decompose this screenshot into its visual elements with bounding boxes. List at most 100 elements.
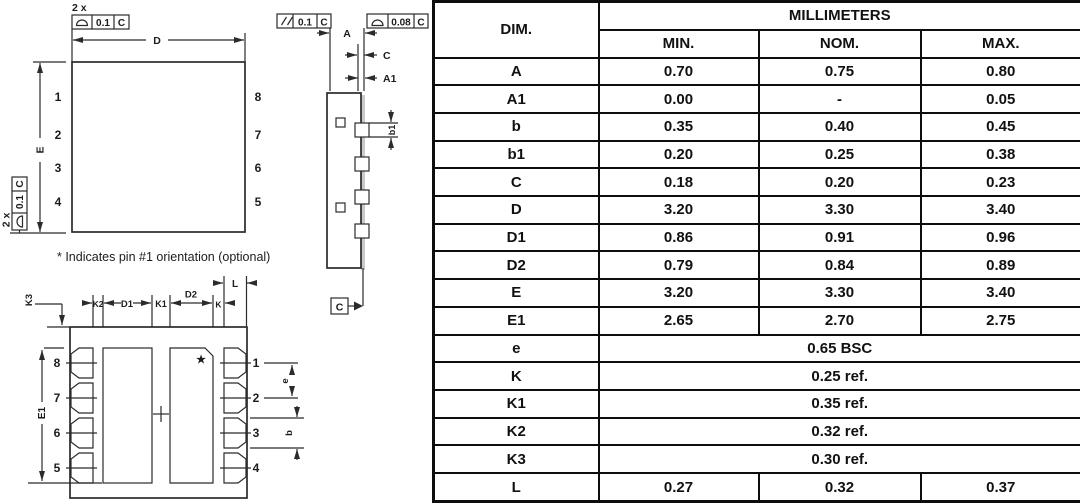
max-cell: 3.40 [919, 195, 1080, 225]
dim-e-label: E [35, 146, 47, 153]
nom-cell: 3.30 [757, 195, 922, 225]
dim-b-label: b [284, 430, 295, 436]
min-cell: 0.86 [597, 222, 760, 253]
table-row: K1 0.35 ref. [432, 388, 1080, 419]
pin-label: 8 [54, 356, 61, 370]
max-cell: 0.05 [919, 84, 1080, 114]
fcf-datum: C [15, 180, 26, 187]
max-cell: 0.38 [919, 139, 1080, 170]
max-cell: 0.23 [919, 167, 1080, 198]
table-header-row: DIM. MILLIMETERS [432, 0, 1080, 59]
max-header-cell: MAX. [919, 28, 1080, 59]
min-cell: 2.65 [597, 305, 760, 336]
table-row: A1 0.00-0.05 [432, 84, 1080, 114]
dim-E1: E1 [28, 347, 102, 484]
pin-label: 2 [253, 391, 260, 405]
pin-label: 4 [253, 461, 260, 475]
pin-label: 6 [255, 161, 262, 175]
max-cell: 3.40 [919, 278, 1080, 308]
fcf-profile-top: 0.1 C [71, 14, 130, 30]
fcf-tolerance: 0.1 [15, 195, 26, 209]
dim-e1-label: E1 [37, 406, 48, 419]
dim-cell: D [432, 195, 600, 225]
nom-cell: 0.40 [757, 111, 922, 142]
dim-l-label: L [232, 279, 238, 290]
min-cell: 0.79 [597, 250, 760, 281]
dim-D: D [71, 29, 246, 62]
dim-cell: C [432, 167, 600, 198]
pin-numbers-top-view: 1 2 3 4 8 7 6 5 [55, 90, 262, 209]
dim-cell: E [432, 278, 600, 308]
package-drawing-canvas: 2 x 0.1 C D E C 0.1 [1, 2, 429, 499]
terminal-pads [66, 347, 251, 484]
dim-cell: b [432, 111, 600, 142]
dim-b1-label: b1 [387, 125, 397, 136]
nom-cell: 0.91 [757, 222, 922, 253]
nom-cell: 0.75 [757, 56, 922, 87]
package-body-bottom [69, 326, 248, 499]
table-row: K3 0.30 ref. [432, 444, 1080, 475]
pin1-note: * Indicates pin #1 orientation (optional… [57, 250, 270, 264]
pin-label: 8 [255, 90, 262, 104]
pin-label: 7 [54, 391, 61, 405]
pin-label: 2 [55, 128, 62, 142]
dim-e-pitch: e [264, 362, 298, 399]
dim-cell: K [432, 361, 600, 391]
min-cell: 0.27 [597, 472, 760, 503]
table-row: D1 0.86 0.91 0.96 [432, 222, 1080, 253]
fcf-datum: C [118, 18, 125, 29]
dim-e-pitch-label: e [280, 378, 291, 383]
max-cell: 0.37 [919, 472, 1080, 503]
min-cell: 0.00 [597, 84, 760, 114]
dim-row-K2-D1-K1-D2-K: K2 D1 K1 D2 K [82, 290, 235, 310]
min-cell: 3.20 [597, 195, 760, 225]
min-cell: 0.70 [597, 56, 760, 87]
fcf-tolerance: 0.1 [96, 18, 110, 29]
table-row: L 0.27 0.32 0.37 [432, 472, 1080, 503]
max-cell: 0.80 [919, 56, 1080, 87]
nom-cell: 3.30 [757, 278, 922, 308]
dim-c-label: C [383, 50, 391, 62]
dim-K3: K3 [24, 294, 65, 325]
pin-label: 3 [55, 161, 62, 175]
pin-label: 1 [253, 356, 260, 370]
side-view: 0.1 C 0.08 C A C A1 [276, 13, 429, 315]
dim-d2-label: D2 [185, 290, 197, 301]
max-cell: 2.75 [919, 305, 1080, 336]
table-row: D 3.20 3.30 3.40 [432, 195, 1080, 225]
min-header-cell: MIN. [597, 28, 760, 59]
nom-cell: 0.20 [757, 167, 922, 198]
min-cell: 0.18 [597, 167, 760, 198]
pin-label: 5 [255, 195, 262, 209]
dim-b: b [250, 406, 304, 460]
fcf-profile-left: C 0.1 2 x [1, 176, 28, 233]
table-row: E1 2.65 2.70 2.75 [432, 305, 1080, 336]
side-leads [335, 117, 370, 239]
pin-numbers-bottom-view: 8 7 6 5 1 2 3 4 [54, 356, 260, 475]
table-row: A 0.70 0.75 0.80 [432, 56, 1080, 87]
package-body-top [71, 61, 246, 233]
dim-cell: b1 [432, 139, 600, 170]
top-view: 2 x 0.1 C D E C 0.1 [1, 2, 271, 264]
dim-cell: D1 [432, 222, 600, 253]
dim-header-cell: DIM. [432, 0, 600, 59]
qty-left-label: 2 x [1, 213, 13, 228]
table-row: K2 0.32 ref. [432, 416, 1080, 447]
max-cell: 0.45 [919, 111, 1080, 142]
profile-of-surface-icon [371, 19, 384, 27]
dim-cell: K1 [432, 388, 600, 419]
dim-A: A [317, 28, 377, 91]
thermal-pad-d2 [169, 347, 214, 484]
nom-cell: 0.84 [757, 250, 922, 281]
pin1-marker-star: ★ [196, 354, 206, 366]
dim-cell: E1 [432, 305, 600, 336]
parallelism-icon [280, 16, 294, 26]
table-row: e 0.65 BSC [432, 333, 1080, 364]
dim-cell: A1 [432, 84, 600, 114]
datum-triangle-icon [354, 301, 363, 311]
fcf-tolerance: 0.08 [391, 18, 411, 29]
pin-label: 5 [54, 461, 61, 475]
span-cell: 0.30 ref. [597, 444, 1080, 475]
table-row: K 0.25 ref. [432, 361, 1080, 391]
